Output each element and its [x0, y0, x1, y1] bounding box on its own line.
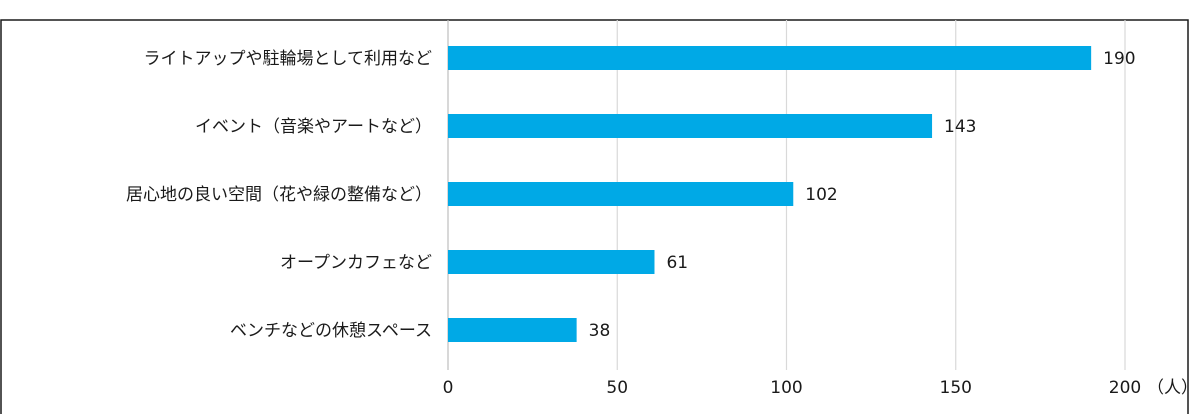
x-tick-label: 50 — [606, 378, 628, 398]
chart-border — [0, 19, 1189, 418]
category-label: イベント（音楽やアートなど） — [195, 117, 432, 137]
x-tick-label: 0 — [443, 378, 454, 398]
bar — [448, 182, 794, 206]
category-label: ライトアップや駐輪場として利用など — [144, 49, 433, 69]
category-label: オープンカフェなど — [280, 253, 432, 273]
value-labels: 190 143 102 61 38 — [589, 49, 1136, 341]
value-label: 102 — [805, 185, 837, 205]
x-tick-label: 100 — [770, 378, 802, 398]
category-label: ベンチなどの休憩スペース — [230, 321, 432, 341]
value-label: 143 — [944, 117, 976, 137]
value-label: 190 — [1103, 49, 1135, 69]
value-label: 38 — [589, 321, 611, 341]
category-label: 居心地の良い空間（花や緑の整備など） — [126, 185, 432, 205]
x-axis-unit-label: （人） — [1147, 378, 1190, 398]
value-label: 61 — [666, 253, 688, 273]
x-tick-label: 150 — [940, 378, 972, 398]
x-tick-label: 200 — [1109, 378, 1141, 398]
bar — [448, 46, 1092, 70]
bar — [448, 318, 577, 342]
bar — [448, 114, 933, 138]
bars — [448, 46, 1092, 342]
x-axis-ticks: （人） 0 50 100 150 200 — [443, 378, 1190, 398]
bar — [448, 250, 655, 274]
